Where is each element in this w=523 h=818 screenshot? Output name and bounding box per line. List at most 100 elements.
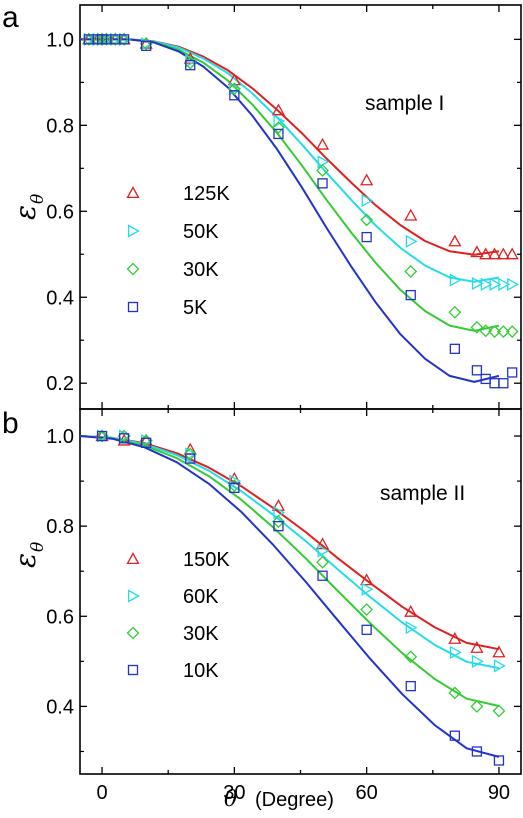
fit-curve-60K	[80, 435, 500, 670]
data-point	[82, 32, 96, 46]
data-point	[404, 208, 418, 221]
plot-layer: 0.2 0.4 0.6 0.8 1.0 125K 50K 30K 5K 0 30 60 90 0.4 0.6…	[46, 4, 522, 804]
data-point	[229, 82, 242, 96]
fit-curve-5K	[80, 38, 500, 383]
x-tick-label: 0	[96, 782, 107, 804]
data-point	[405, 620, 418, 635]
legend-label: 50K	[183, 221, 219, 243]
panel-a-sample-label: sample I	[365, 92, 444, 115]
data-point	[507, 277, 520, 291]
data-point	[492, 645, 506, 658]
series-60K	[97, 429, 506, 673]
y-axis-symbol: ε	[9, 553, 42, 568]
legend-marker-5K	[127, 301, 139, 313]
data-point	[498, 378, 509, 389]
legend-label: 10K	[183, 660, 219, 682]
series-150K	[95, 429, 506, 658]
data-point	[488, 325, 501, 339]
data-point	[404, 604, 418, 617]
data-point	[272, 515, 285, 529]
data-point	[273, 114, 286, 128]
data-point	[493, 659, 506, 673]
data-point	[317, 178, 328, 189]
x-axis-symbol: θ	[224, 787, 237, 812]
data-point	[361, 193, 374, 208]
data-point	[449, 730, 461, 741]
y-axis-symbol: ε	[9, 205, 42, 220]
data-point	[405, 289, 416, 301]
data-point	[140, 437, 152, 448]
data-point	[448, 234, 462, 247]
panel-b-letter: b	[2, 407, 19, 440]
data-point	[100, 32, 113, 46]
legend-marker-30K	[126, 626, 140, 640]
series-30K	[95, 429, 506, 718]
fit-curve-10K	[80, 435, 500, 758]
x-tick-label: 60	[356, 782, 378, 804]
data-point	[496, 247, 510, 260]
data-point	[361, 582, 374, 596]
data-point	[471, 276, 484, 291]
data-point	[405, 680, 416, 692]
data-point	[316, 555, 329, 569]
data-point	[471, 365, 483, 376]
y-tick-label: 1.0	[46, 29, 74, 51]
panel-a-letter: a	[2, 1, 19, 34]
y-tick-label: 0.8	[46, 516, 74, 538]
x-tick-label: 90	[488, 782, 510, 804]
data-point	[489, 277, 502, 291]
panel-b-sample-label: sample II	[380, 482, 465, 505]
series-10K	[96, 430, 505, 766]
panel-a-y-axis-label: ε θ	[9, 194, 48, 220]
data-point	[449, 273, 462, 287]
legend-marker-125K	[126, 186, 140, 199]
data-point	[507, 367, 518, 378]
data-point	[470, 245, 484, 258]
data-point	[118, 34, 130, 45]
data-point	[505, 325, 519, 339]
data-point	[361, 624, 372, 635]
y-tick-label: 0.2	[46, 373, 74, 395]
data-point	[273, 506, 286, 520]
x-tick-label: 30	[223, 782, 245, 804]
y-tick-label: 0.6	[46, 606, 74, 628]
legend-marker-10K	[127, 664, 139, 676]
data-point	[360, 173, 374, 186]
legend-label: 60K	[183, 586, 219, 608]
y-tick-label: 0.4	[46, 696, 74, 718]
data-point	[95, 429, 109, 443]
data-point	[492, 704, 506, 718]
y-axis-subscript: θ	[28, 542, 48, 552]
y-axis-subscript: θ	[28, 194, 48, 204]
data-point	[449, 343, 461, 354]
data-point	[360, 573, 374, 586]
y-tick-label: 0.8	[46, 115, 74, 137]
series-5K	[83, 34, 518, 389]
data-point	[471, 746, 483, 757]
data-point	[185, 60, 196, 71]
data-point	[272, 121, 285, 134]
data-point	[96, 430, 108, 442]
data-point	[480, 277, 493, 291]
data-point	[498, 277, 511, 291]
data-point	[471, 654, 484, 668]
legend-label: 5K	[183, 297, 208, 319]
data-point	[448, 631, 462, 644]
data-point	[470, 640, 484, 653]
data-point	[470, 320, 484, 334]
data-point	[140, 40, 152, 51]
plot-frame	[79, 408, 522, 775]
fit-curve-30K	[80, 435, 500, 707]
data-point	[360, 603, 374, 616]
data-point	[91, 32, 105, 46]
x-axis-unit: (Degree)	[255, 789, 334, 811]
data-point	[361, 231, 372, 243]
data-point	[117, 32, 131, 46]
data-point	[479, 324, 493, 338]
data-point	[273, 128, 284, 140]
data-point	[404, 650, 418, 664]
data-point	[227, 82, 241, 96]
data-point	[405, 234, 418, 248]
legend-marker-30K	[126, 262, 140, 276]
